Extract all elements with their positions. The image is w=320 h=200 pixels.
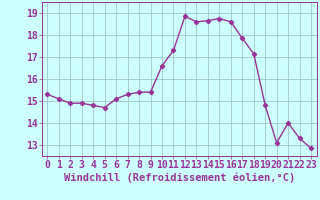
X-axis label: Windchill (Refroidissement éolien,°C): Windchill (Refroidissement éolien,°C) <box>64 173 295 183</box>
